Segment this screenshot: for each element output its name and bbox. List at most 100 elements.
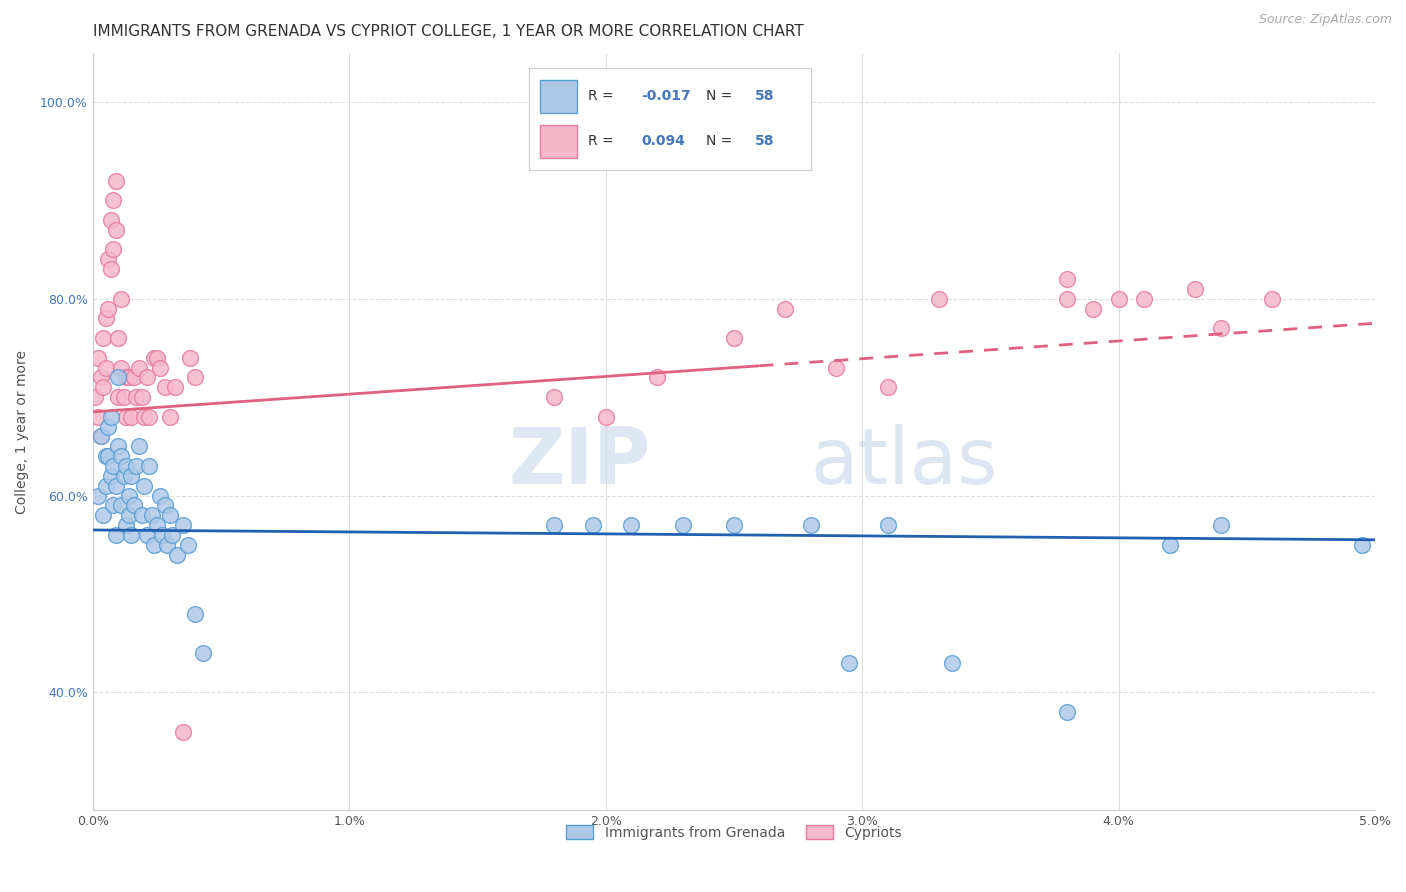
Point [1081,301,1104,316]
Point [141,508,163,523]
Point [97,419,120,434]
Text: IMMIGRANTS FROM GRENADA VS CYPRIOT COLLEGE, 1 YEAR OR MORE CORRELATION CHART: IMMIGRANTS FROM GRENADA VS CYPRIOT COLLE… [93,24,804,39]
Point [125,390,148,404]
Point [118,489,141,503]
Point [135,370,157,384]
Point [91,380,114,394]
Text: Source: ZipAtlas.com: Source: ZipAtlas.com [1258,13,1392,27]
Point [131,508,153,523]
Point [1056,705,1078,719]
Point [122,370,145,384]
Point [87,409,110,424]
Point [115,409,138,424]
Point [103,243,125,257]
Point [94,311,117,326]
Point [90,429,112,443]
Point [156,538,179,552]
Point [87,351,110,365]
Point [1261,292,1284,306]
Point [115,518,138,533]
Point [179,351,201,365]
Point [128,360,150,375]
Point [1133,292,1156,306]
Point [91,331,114,345]
Point [146,518,169,533]
Point [94,360,117,375]
Point [94,478,117,492]
Point [582,518,605,533]
Point [876,380,898,394]
Point [138,458,160,473]
Point [103,499,125,513]
Point [91,508,114,523]
Point [159,508,181,523]
Point [876,518,898,533]
Point [172,518,194,533]
Point [143,538,166,552]
Point [1184,282,1206,296]
Point [672,518,695,533]
Point [104,478,127,492]
Point [118,508,141,523]
Point [120,409,142,424]
Point [184,370,207,384]
Point [177,538,200,552]
Point [1211,518,1233,533]
Point [107,331,129,345]
Point [135,528,157,542]
Point [595,409,617,424]
Point [110,499,132,513]
Point [163,380,186,394]
Point [941,656,963,670]
Point [120,528,142,542]
Point [122,499,145,513]
Point [100,213,122,227]
Point [100,409,122,424]
Legend: Immigrants from Grenada, Cypriots: Immigrants from Grenada, Cypriots [560,820,908,846]
Point [100,468,122,483]
Point [645,370,668,384]
Point [1108,292,1130,306]
Point [1159,538,1181,552]
Text: ZIP: ZIP [509,424,651,500]
Text: atlas: atlas [811,424,998,500]
Point [184,607,207,621]
Point [107,390,129,404]
Point [773,301,796,316]
Point [104,223,127,237]
Point [107,439,129,453]
Point [148,489,170,503]
Point [112,468,135,483]
Point [100,262,122,277]
Point [1056,292,1078,306]
Point [97,252,120,267]
Point [153,499,176,513]
Point [191,646,214,660]
Point [125,458,148,473]
Point [107,370,129,384]
Point [825,360,848,375]
Point [150,528,173,542]
Point [1056,272,1078,286]
Point [115,458,138,473]
Point [148,360,170,375]
Point [90,429,112,443]
Point [162,528,184,542]
Point [90,370,112,384]
Point [1351,538,1374,552]
Point [134,478,156,492]
Point [104,528,127,542]
Point [146,351,169,365]
Point [104,173,127,187]
Point [620,518,643,533]
Point [97,301,120,316]
Point [120,468,142,483]
Point [543,518,565,533]
Point [166,548,188,562]
Point [110,360,132,375]
Point [94,449,117,463]
Point [112,390,135,404]
Point [134,409,156,424]
Point [800,518,823,533]
Point [128,439,150,453]
